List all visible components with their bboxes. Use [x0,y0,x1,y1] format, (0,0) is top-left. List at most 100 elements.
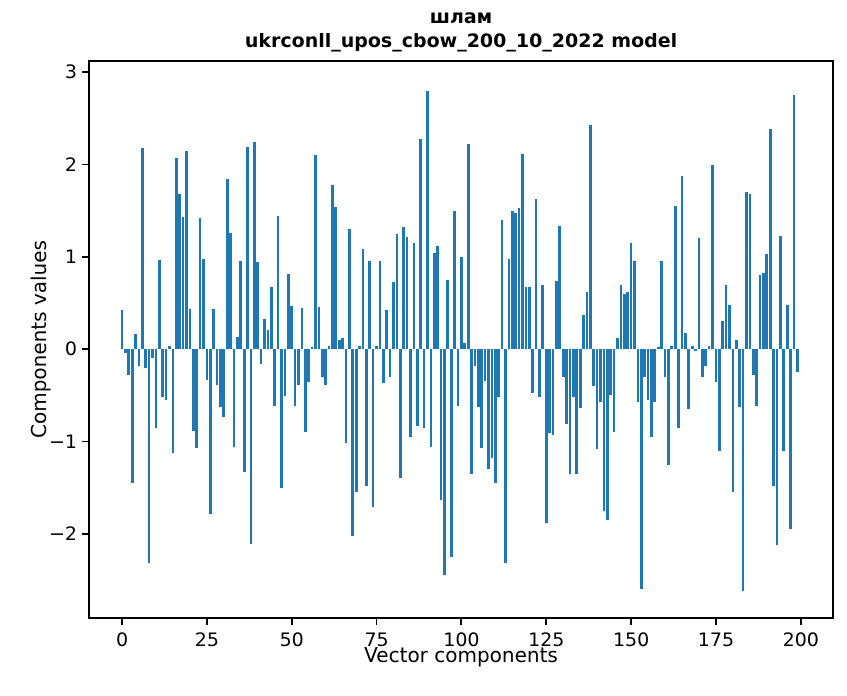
bar [636,349,640,402]
bar [473,349,477,366]
bar [555,280,558,350]
bar [168,346,171,350]
bar [314,155,317,350]
bar [402,227,406,350]
bar [144,349,148,368]
bar [443,349,446,576]
bar [368,261,372,350]
bar [361,249,365,350]
chart-title-word: шлам [429,6,493,28]
bar [745,192,748,350]
x-tick [799,618,802,626]
bar [460,256,463,350]
bar [395,233,399,350]
y-tick [81,163,89,166]
bar [531,349,534,393]
bar [151,349,154,359]
bar [507,258,511,350]
bar [626,291,630,350]
bar [429,349,433,448]
bar [215,349,219,386]
bar [236,337,239,350]
bar [585,291,589,350]
bar [219,349,222,408]
bar [147,349,151,564]
bar [568,349,572,474]
bar [738,349,742,408]
bar [609,349,613,396]
bar [344,349,348,444]
bar [415,349,419,426]
bar [721,321,725,350]
bar [320,349,324,377]
bar [242,349,246,472]
bar [789,349,792,530]
bar [405,236,409,350]
bar [551,349,555,436]
bar [548,349,551,434]
bar [768,129,772,350]
bar [253,142,256,350]
bar [449,349,453,557]
bar [398,349,402,479]
bar [453,210,456,350]
bar [164,349,168,400]
bar [273,349,277,406]
y-tick [81,440,89,443]
bar [765,254,769,350]
bar [354,349,358,493]
bar [684,332,687,350]
bar [208,349,212,515]
bar [198,218,202,350]
bar [714,349,718,382]
bar [249,349,253,545]
bar [578,349,582,409]
bar [493,349,497,484]
x-tick [121,618,123,626]
bar [365,349,368,486]
bar [646,349,650,400]
bar [521,154,524,350]
bar [127,349,131,376]
bar [514,212,518,350]
bar [263,318,266,350]
x-tick [290,618,293,626]
y-tick-label: −2 [48,522,77,545]
bar [758,275,762,350]
bar [616,338,619,350]
bar [157,259,161,350]
bar [422,349,426,428]
bar [538,349,541,398]
bar [592,349,596,387]
bar [290,305,294,350]
bar [755,349,758,407]
chart-title: шлам ukrconll_upos_cbow_200_10_2022 mode… [90,5,832,53]
bar [134,334,137,350]
bar [202,258,205,350]
bar [303,349,307,433]
bar [280,349,283,488]
x-tick-label: 200 [782,629,819,651]
bar [572,349,575,398]
bar [490,349,494,459]
bar [351,349,355,536]
bar [690,346,694,350]
bar [711,164,714,350]
bar [341,338,344,350]
bar [724,284,728,350]
bar [293,349,297,407]
bar [673,206,677,350]
bar [385,310,389,350]
bar [762,272,765,350]
bar [388,349,392,377]
bar [599,349,602,402]
plot-border-bottom [90,617,832,619]
bar [656,347,660,350]
bar [500,219,504,350]
bar [327,345,331,350]
bar [439,349,443,500]
y-tick [81,348,89,351]
bar [504,349,507,564]
bar [782,349,786,451]
bar [622,293,626,350]
